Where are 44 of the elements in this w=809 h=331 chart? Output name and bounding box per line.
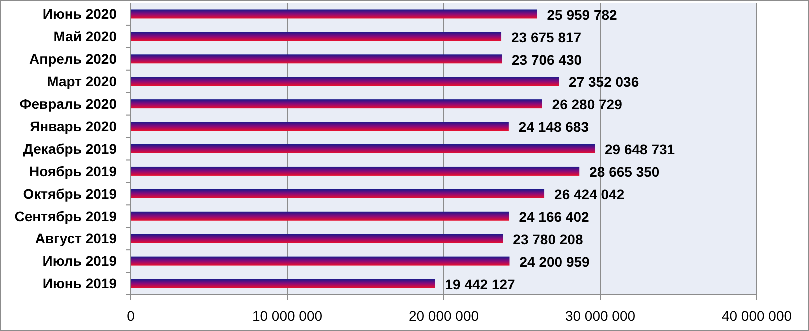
bar: [131, 212, 510, 221]
x-tick-label: 40 000 000: [722, 308, 792, 324]
y-tick-label: Август 2019: [35, 230, 118, 247]
data-label: 23 780 208: [513, 231, 584, 248]
y-tick-label: Ноябрь 2019: [30, 163, 118, 180]
data-label: 24 200 959: [520, 254, 590, 270]
x-tick-label: 30 000 000: [565, 308, 636, 324]
y-tick-label: Май 2020: [54, 28, 118, 45]
y-tick-label: Июль 2019: [42, 253, 118, 270]
bar: [131, 77, 560, 86]
y-tick-label: Январь 2020: [30, 118, 118, 134]
x-tick-label: 10 000 000: [252, 308, 323, 324]
x-tick-label: 20 000 000: [408, 308, 480, 324]
data-label: 23 675 817: [512, 29, 582, 46]
bar: [131, 166, 580, 176]
bar: [131, 189, 545, 198]
x-tick-label: 0: [127, 308, 136, 324]
y-tick-label: Февраль 2020: [20, 96, 118, 112]
data-label: 28 665 350: [590, 164, 660, 180]
y-tick-label: Июнь 2019: [42, 276, 118, 292]
bar: [131, 32, 502, 42]
bar: [131, 122, 509, 132]
bar: [131, 279, 436, 288]
data-label: 27 352 036: [569, 74, 640, 90]
data-label: 19 442 127: [445, 276, 516, 292]
data-label: 26 424 042: [554, 186, 625, 203]
bar: [131, 256, 510, 266]
bar: [131, 54, 502, 64]
y-tick-label: Декабрь 2019: [23, 140, 118, 157]
bar: [131, 10, 538, 19]
data-label: 24 166 402: [519, 208, 590, 225]
data-label: 23 706 430: [512, 52, 582, 68]
data-label: 26 280 729: [552, 96, 623, 113]
y-tick-label: Апрель 2020: [30, 51, 118, 68]
bar: [131, 234, 504, 244]
data-label: 29 648 731: [605, 142, 676, 158]
data-label: 24 148 683: [518, 119, 590, 136]
y-tick-label: Сентябрь 2019: [14, 208, 118, 224]
y-tick-label: Март 2020: [47, 74, 118, 90]
bar: [131, 100, 542, 109]
data-label: 25 959 782: [547, 6, 618, 23]
y-tick-label: Октябрь 2019: [23, 186, 118, 202]
y-tick-label: Июнь 2020: [42, 6, 118, 22]
bar: [131, 144, 596, 154]
